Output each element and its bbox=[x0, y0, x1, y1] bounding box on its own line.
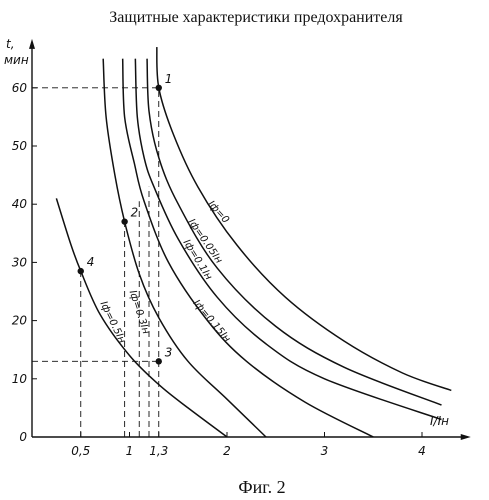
curve-series-4 bbox=[134, 58, 442, 421]
curve-series-6 bbox=[156, 47, 452, 392]
marked-points: 1 2 3 4 bbox=[77, 72, 173, 365]
y-tick-label: 60 bbox=[12, 81, 28, 95]
point-label: 1 bbox=[165, 72, 173, 86]
point-marker bbox=[77, 267, 84, 275]
x-tick-label: 1,3 bbox=[149, 444, 168, 458]
point-label: 2 bbox=[131, 206, 139, 220]
y-axis-arrow bbox=[29, 38, 35, 49]
point-label: 3 bbox=[165, 345, 173, 359]
x-tick-label: 1 bbox=[126, 444, 134, 458]
point-label: 4 bbox=[87, 255, 95, 269]
curve-series-1 bbox=[55, 198, 228, 438]
curves bbox=[55, 47, 452, 438]
guide-lines bbox=[32, 87, 160, 437]
point-marker bbox=[155, 358, 162, 365]
point-marker bbox=[121, 218, 128, 225]
y-tick-label: 20 bbox=[12, 314, 28, 328]
curve-label: Iф=0.15Iн bbox=[191, 298, 233, 345]
x-axis-arrow bbox=[460, 434, 471, 440]
y-tick-label: 50 bbox=[12, 139, 28, 153]
x-tick-label: 4 bbox=[418, 444, 426, 458]
y-axis-unit: мин bbox=[4, 53, 29, 67]
y-tick-label: 40 bbox=[12, 197, 28, 211]
figure-caption: Фиг. 2 bbox=[238, 477, 285, 497]
curve-label: Iф=0.5Iн bbox=[98, 300, 128, 346]
y-tick-label: 30 bbox=[12, 255, 28, 269]
curve-labels: Iф=0.5Iн Iф=0.3Iн Iф=0.15IнIф=0.1IнIф=0.05… bbox=[98, 199, 233, 346]
point-marker bbox=[155, 84, 162, 92]
chart-title: Защитные характеристики предохранителя bbox=[109, 9, 403, 26]
x-tick-label: 0,5 bbox=[71, 444, 90, 458]
curve-label: Iф=0 bbox=[205, 199, 231, 226]
y-tick-label: 10 bbox=[12, 372, 28, 386]
x-tick-label: 2 bbox=[223, 444, 231, 458]
y-axis-label: t, bbox=[6, 37, 15, 51]
x-tick-label: 3 bbox=[321, 444, 329, 458]
curve-series-3 bbox=[121, 58, 374, 438]
y-tick-label: 0 bbox=[19, 430, 27, 444]
curve-series-5 bbox=[146, 58, 442, 406]
curve-series-2 bbox=[102, 58, 267, 438]
